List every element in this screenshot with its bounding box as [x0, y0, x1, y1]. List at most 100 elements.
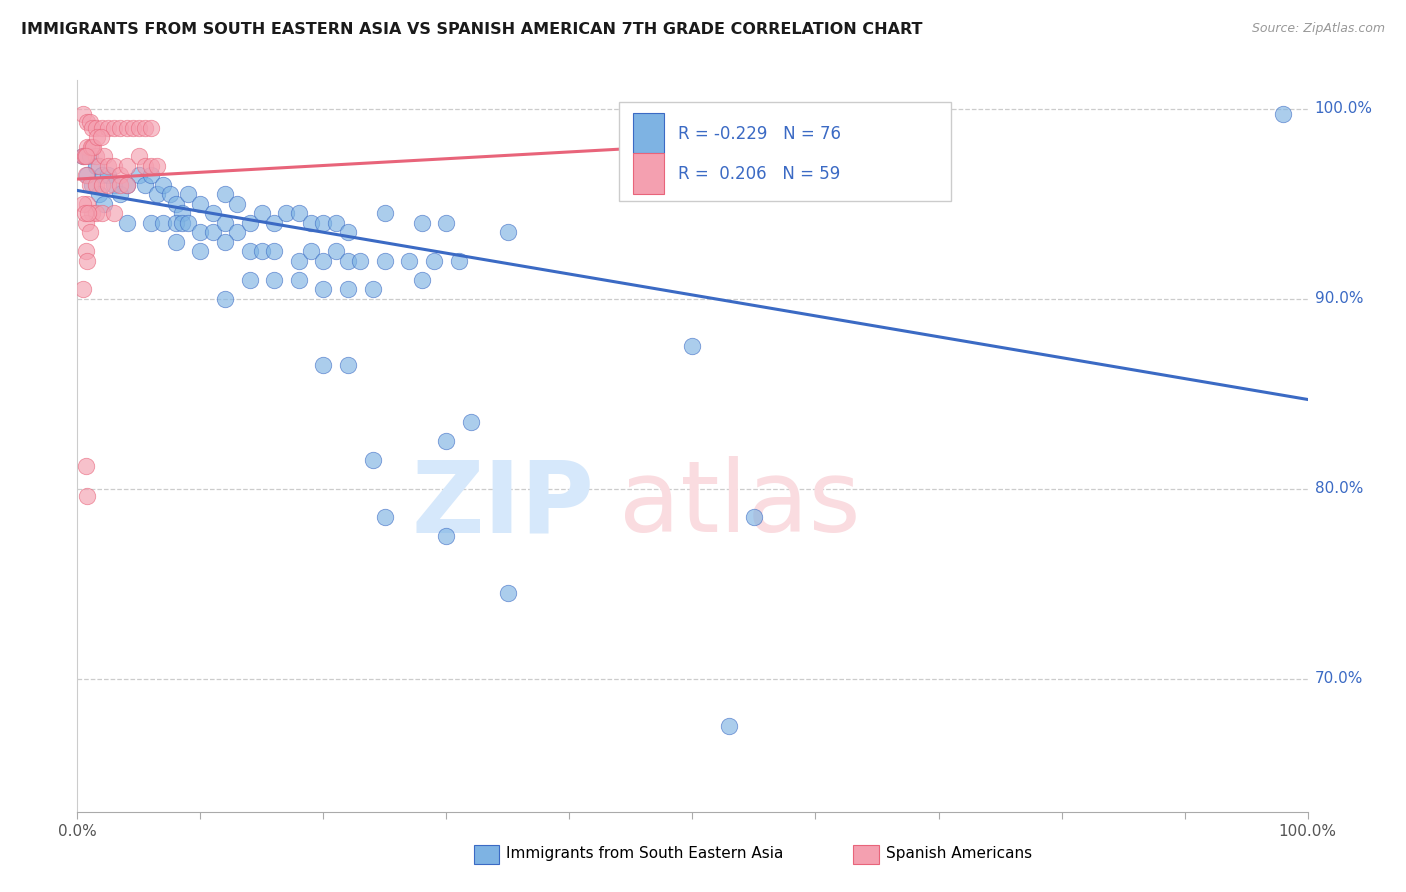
- Point: [75, 216, 97, 230]
- Point: [312, 216, 335, 230]
- Point: [325, 216, 347, 230]
- Point: [337, 225, 360, 239]
- Point: [76, 253, 98, 268]
- Point: [115, 178, 138, 192]
- Point: [742, 510, 765, 524]
- Point: [250, 244, 273, 259]
- Point: [75, 458, 97, 473]
- Point: [90, 206, 114, 220]
- Point: [436, 434, 458, 449]
- Point: [93, 149, 115, 163]
- Point: [103, 120, 125, 135]
- Point: [121, 120, 143, 135]
- Point: [214, 292, 236, 306]
- Point: [742, 107, 765, 121]
- Point: [134, 178, 156, 192]
- Point: [239, 216, 262, 230]
- Point: [115, 216, 138, 230]
- Point: [110, 178, 132, 192]
- Point: [374, 510, 396, 524]
- Point: [115, 178, 138, 192]
- Point: [110, 120, 132, 135]
- Text: IMMIGRANTS FROM SOUTH EASTERN ASIA VS SPANISH AMERICAN 7TH GRADE CORRELATION CHA: IMMIGRANTS FROM SOUTH EASTERN ASIA VS SP…: [21, 22, 922, 37]
- Point: [103, 178, 125, 192]
- Point: [72, 107, 94, 121]
- Point: [411, 216, 433, 230]
- Point: [374, 253, 396, 268]
- Point: [72, 149, 94, 163]
- Point: [128, 120, 150, 135]
- Point: [82, 178, 104, 192]
- Point: [496, 225, 519, 239]
- Text: atlas: atlas: [619, 456, 860, 553]
- Point: [84, 206, 107, 220]
- Point: [165, 235, 187, 249]
- Point: [288, 273, 311, 287]
- Point: [89, 159, 111, 173]
- Point: [165, 216, 187, 230]
- Point: [79, 225, 101, 239]
- Point: [75, 168, 97, 182]
- Point: [349, 253, 371, 268]
- Point: [110, 187, 132, 202]
- Point: [447, 253, 470, 268]
- Point: [97, 120, 120, 135]
- Point: [110, 168, 132, 182]
- Point: [79, 178, 101, 192]
- Point: [312, 282, 335, 296]
- Point: [682, 339, 704, 353]
- Text: R = -0.229   N = 76: R = -0.229 N = 76: [678, 125, 841, 143]
- Point: [86, 130, 108, 145]
- Point: [84, 159, 107, 173]
- Point: [312, 358, 335, 372]
- Point: [134, 120, 156, 135]
- Point: [128, 149, 150, 163]
- Point: [146, 187, 169, 202]
- Point: [159, 187, 181, 202]
- Text: Source: ZipAtlas.com: Source: ZipAtlas.com: [1251, 22, 1385, 36]
- Point: [325, 244, 347, 259]
- Point: [76, 168, 98, 182]
- Point: [84, 149, 107, 163]
- Point: [337, 253, 360, 268]
- Point: [72, 196, 94, 211]
- Point: [239, 244, 262, 259]
- Point: [201, 206, 224, 220]
- Point: [79, 149, 101, 163]
- Point: [97, 168, 120, 182]
- Point: [460, 415, 482, 429]
- Point: [423, 253, 446, 268]
- Point: [188, 196, 212, 211]
- Point: [312, 253, 335, 268]
- Point: [214, 235, 236, 249]
- Point: [337, 358, 360, 372]
- Point: [82, 140, 104, 154]
- Point: [288, 253, 311, 268]
- Bar: [634, 153, 664, 194]
- Point: [263, 216, 285, 230]
- Point: [134, 159, 156, 173]
- Point: [177, 216, 200, 230]
- Point: [226, 196, 249, 211]
- Point: [263, 244, 285, 259]
- Point: [73, 206, 96, 220]
- Point: [141, 159, 163, 173]
- Point: [276, 206, 298, 220]
- Point: [214, 187, 236, 202]
- Text: 100.0%: 100.0%: [1315, 102, 1372, 116]
- Point: [361, 282, 384, 296]
- Point: [188, 225, 212, 239]
- Point: [115, 120, 138, 135]
- Point: [374, 206, 396, 220]
- Point: [1272, 107, 1295, 121]
- Text: Immigrants from South Eastern Asia: Immigrants from South Eastern Asia: [506, 847, 783, 861]
- Point: [250, 206, 273, 220]
- Point: [90, 120, 114, 135]
- Point: [214, 216, 236, 230]
- Text: 70.0%: 70.0%: [1315, 672, 1362, 686]
- Point: [146, 159, 169, 173]
- Point: [84, 178, 107, 192]
- Point: [115, 159, 138, 173]
- Point: [170, 206, 193, 220]
- Point: [141, 120, 163, 135]
